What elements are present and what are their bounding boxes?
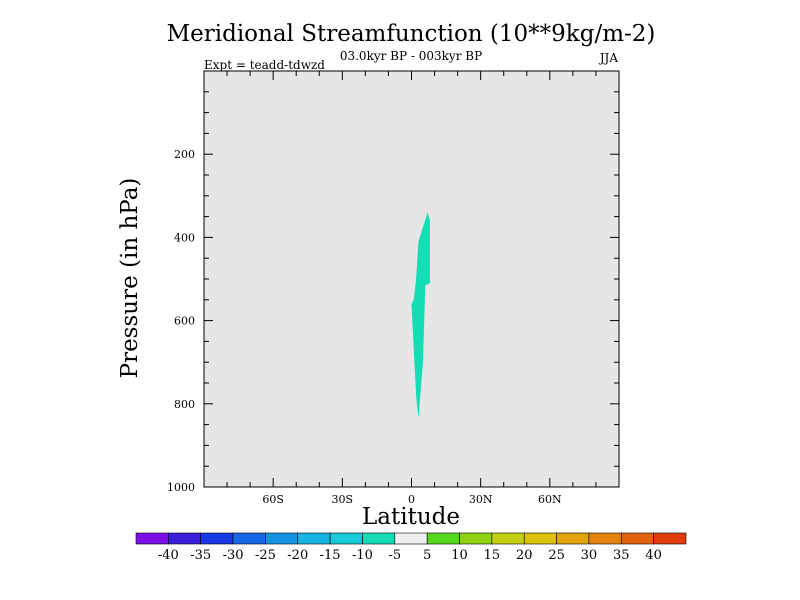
colorbar-tick-label: -10 [352,548,373,563]
plot-area [204,71,619,487]
x-tick-labels: 60S 30S 0 30N 60N [262,493,562,506]
colorbar-swatch [394,532,428,545]
chart-title: Meridional Streamfunction (10**9kg/m-2) [167,21,656,47]
y-tick-label: 800 [174,398,195,411]
x-tick-label: 30S [332,493,354,506]
contour-fill-region [411,212,430,419]
y-tick-label: 200 [174,148,195,161]
colorbar [135,532,687,545]
colorbar-tick-label: -40 [158,548,179,563]
colorbar-swatch [329,532,363,545]
colorbar-tick-label: 5 [423,548,431,563]
colorbar-tick-label: 25 [548,548,565,563]
colorbar-swatch [426,532,460,545]
colorbar-swatch [491,532,525,545]
colorbar-swatch [620,532,654,545]
colorbar-swatch [653,532,687,545]
colorbar-tick-label: 10 [451,548,468,563]
colorbar-tick-label: 15 [484,548,501,563]
plot-frame [203,70,620,488]
colorbar-tick-label: 40 [645,548,662,563]
colorbar-tick-label: 20 [516,548,533,563]
experiment-label: Expt = teadd-tdwzd [204,58,325,72]
colorbar-swatch [362,532,396,545]
x-tick-label: 0 [408,493,415,506]
y-tick-label: 400 [174,231,195,244]
colorbar-swatch [200,532,234,545]
colorbar-tick-label: 35 [613,548,630,563]
colorbar-tick-label: -25 [255,548,276,563]
colorbar-swatch [556,532,590,545]
colorbar-swatch [232,532,266,545]
y-axis-label: Pressure (in hPa) [117,178,143,379]
x-tick-label: 60S [262,493,284,506]
chart-period: 03.0kyr BP - 003kyr BP [340,49,482,63]
colorbar-swatch [168,532,202,545]
x-tick-label: 60N [538,493,562,506]
colorbar-swatch [135,532,169,545]
colorbar-tick-label: -5 [388,548,401,563]
colorbar-swatch [459,532,493,545]
season-label: JJA [598,51,619,65]
y-tick-label: 600 [174,315,195,328]
colorbar-tick-label: -15 [320,548,341,563]
y-tick-labels: 200 400 600 800 1000 [167,148,195,494]
x-tick-label: 30N [469,493,493,506]
colorbar-swatch [297,532,331,545]
colorbar-swatch [588,532,622,545]
colorbar-swatch [265,532,299,545]
colorbar-tick-labels: -40 -35 -30 -25 -20 -15 -10 -5 5 10 15 20 25 30 35 40 [158,548,662,563]
colorbar-tick-label: -35 [190,548,211,563]
colorbar-swatch [523,532,557,545]
x-axis-label: Latitude [362,504,460,530]
colorbar-tick-label: -20 [287,548,308,563]
y-tick-label: 1000 [167,481,195,494]
colorbar-tick-label: 30 [581,548,598,563]
colorbar-tick-label: -30 [223,548,244,563]
